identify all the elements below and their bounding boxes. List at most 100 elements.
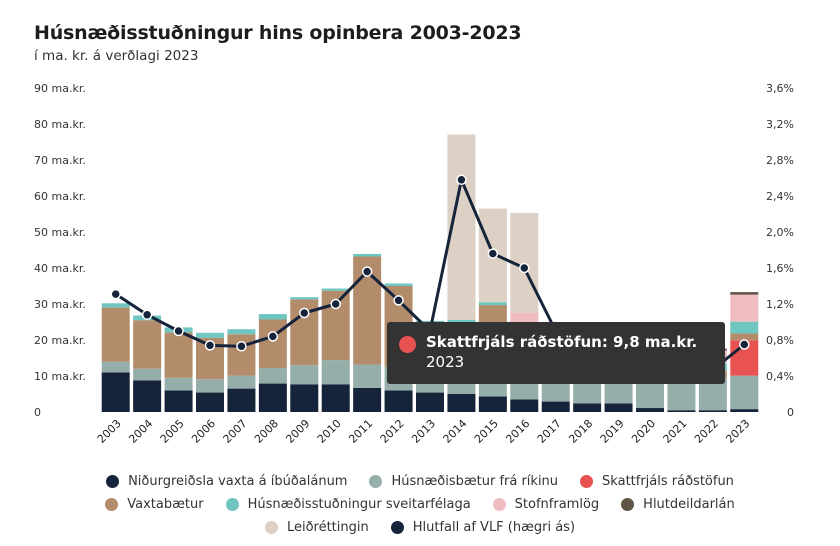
legend-label: Hlutfall af VLF (hægri ás) [412,520,576,535]
gdp-share-point [267,331,279,342]
bar-segment-sveitarfelaga [730,321,759,334]
y2-tick-label: 1,2% [766,298,794,311]
bar-segment-vaxtabaetur [101,307,130,362]
bar-segment-vaxtabaetur [730,333,759,341]
bar-segment-vaxtabaetur [258,319,287,369]
y2-tick-label: 2,8% [766,154,794,167]
bar-segment-sveitarfelaga [447,319,476,324]
bar-segment-husnaedisbaetur_rikinu [164,377,193,391]
x-tick-label: 2023 [723,417,752,446]
x-tick-label: 2022 [692,417,721,446]
bar-segment-vaxta_ibudalanum [510,399,539,412]
legend-label: Stofnframlög [514,497,600,512]
x-tick-label: 2021 [661,417,690,446]
bar-segment-vaxta_ibudalanum [384,390,413,412]
y-tick-label: 0 [34,406,41,419]
y-tick-label: 60 ma.kr. [34,190,86,203]
y-tick-label: 10 ma.kr. [34,370,86,383]
bar-segment-vaxta_ibudalanum [227,388,256,412]
bar-segment-vaxta_ibudalanum [164,390,193,412]
bar-segment-vaxta_ibudalanum [636,408,664,412]
x-tick-label: 2017 [535,417,564,446]
bar-segment-husnaedisbaetur_rikinu [227,375,256,389]
bar-segment-vaxta_ibudalanum [604,403,633,412]
gdp-share-point [361,266,373,277]
x-tick-label: 2003 [95,417,124,446]
bar-segment-vaxta_ibudalanum [196,392,224,412]
y-tick-label: 30 ma.kr. [34,298,86,311]
legend-item[interactable]: Stofnframlög [492,497,600,512]
legend-item[interactable]: Húsnæðisbætur frá ríkinu [369,474,558,489]
bar-segment-vaxta_ibudalanum [101,372,130,412]
x-tick-label: 2008 [252,417,281,446]
gdp-share-point [456,174,467,186]
legend-swatch [225,498,239,511]
x-tick-label: 2007 [221,417,250,446]
bar-segment-sveitarfelaga [353,253,382,257]
right-axis: 0 0,4% 0,8% 1,2% 1,6% 2,0% 2,4% 2,8% 3,2% 3,6% [766,82,794,419]
bar-segment-vaxta_ibudalanum [416,392,444,412]
bar-segment-husnaedisbaetur_rikinu [321,360,350,385]
bar-segment-husnaedisbaetur_rikinu [290,365,319,385]
bar-segment-sveitarfelaga [196,332,224,338]
bar-segment-husnaedisbaetur_rikinu [101,361,130,373]
y-tick-label: 70 ma.kr. [34,154,86,167]
bar-segment-husnaedisbaetur_rikinu [258,368,287,384]
y-tick-label: 20 ma.kr. [34,334,86,347]
legend-swatch [390,521,404,534]
legend-item[interactable]: Vaxtabætur [105,497,204,512]
bar-segment-vaxta_ibudalanum [478,396,507,412]
bar-segment-sveitarfelaga [101,303,130,308]
legend-item[interactable]: Skattfrjáls ráðstöfun [580,474,734,489]
x-axis: 2003 2004 2005 2006 2007 2008 2009 2010 2011 2012… [95,417,753,446]
legend-item[interactable]: Hlutfall af VLF (hægri ás) [390,520,576,535]
bar-segment-vaxta_ibudalanum [447,394,476,412]
legend-swatch [106,475,120,488]
bar-segment-vaxta_ibudalanum [258,383,287,412]
legend-label: Húsnæðisstuðningur sveitarfélaga [247,497,471,512]
x-tick-label: 2004 [126,417,155,446]
legend-label: Vaxtabætur [127,497,204,512]
y2-tick-label: 0 [787,406,794,419]
bar-segment-husnaedisbaetur_rikinu [730,375,759,410]
bar-segment-vaxta_ibudalanum [541,401,570,412]
x-tick-label: 2006 [189,417,218,446]
gdp-share-point [110,288,121,300]
legend-swatch [105,498,119,511]
bar-segment-vaxta_ibudalanum [730,409,759,412]
legend-item[interactable]: Húsnæðisstuðningur sveitarfélaga [225,497,471,512]
x-tick-label: 2011 [346,417,375,446]
gdp-share-point [204,340,216,351]
gdp-share-point [519,262,530,274]
legend-item[interactable]: Niðurgreiðsla vaxta á íbúðalánum [106,474,347,489]
bar-segment-vaxta_ibudalanum [321,384,350,412]
legend-item[interactable]: Hlutdeildarlán [621,497,735,512]
chart-subtitle: í ma. kr. á verðlagi 2023 [34,48,199,64]
bar-segment-stofnframlog [730,294,759,322]
legend-row-2: Vaxtabætur Húsnæðisstuðningur sveitarfél… [0,497,840,512]
bar-segment-sveitarfelaga [321,288,350,291]
y2-tick-label: 1,6% [766,262,794,275]
x-tick-label: 2020 [629,417,658,446]
x-tick-label: 2015 [472,417,501,446]
legend-row-1: Niðurgreiðsla vaxta á íbúðalánum Húsnæði… [0,474,840,489]
left-axis: 0 10 ma.kr. 20 ma.kr. 30 ma.kr. 40 ma.kr. 50 … [34,82,86,419]
bar-segment-sveitarfelaga [290,297,319,300]
bar-segment-sveitarfelaga [227,329,256,335]
tooltip-year: 2023 [426,353,465,371]
legend-label: Húsnæðisbætur frá ríkinu [391,474,559,489]
legend-item[interactable]: Leiðréttingin [264,520,369,535]
legend-swatch [580,475,594,488]
x-tick-label: 2013 [409,417,438,446]
bar-segment-vaxta_ibudalanum [573,403,602,412]
legend: Niðurgreiðsla vaxta á íbúðalánum Húsnæði… [0,474,840,543]
gdp-share-point [173,325,184,337]
x-tick-label: 2018 [566,417,595,446]
bar-segment-vaxta_ibudalanum [353,387,382,412]
legend-label: Hlutdeildarlán [643,497,735,512]
gdp-share-point [739,339,750,350]
x-tick-label: 2009 [283,417,312,446]
gdp-share-point [236,341,247,352]
bar-segment-husnaedisbaetur_rikinu [133,368,162,381]
bar-segment-vaxta_ibudalanum [698,410,727,412]
